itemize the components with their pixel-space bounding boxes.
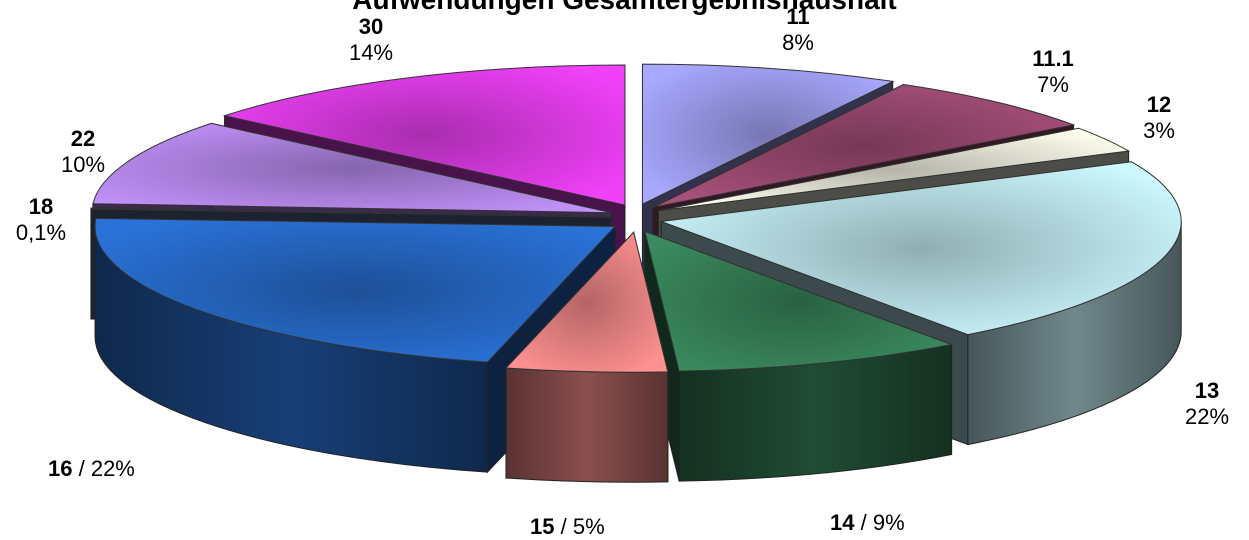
slice-30: [222, 64, 626, 206]
slice-name: 15: [530, 514, 555, 539]
slice-name: 11: [786, 4, 810, 29]
slice-percent: 5%: [572, 514, 605, 539]
slice-16: [94, 217, 617, 363]
slice-18: [90, 207, 611, 218]
slice-label-13: 13 22%: [1172, 378, 1242, 430]
slice-name: 12: [1146, 92, 1172, 117]
slice-label-18: 18 0,1%: [6, 194, 76, 246]
slice-percent: 9%: [872, 510, 905, 535]
slice-percent: 10%: [60, 152, 106, 177]
slice-percent: 22%: [1184, 404, 1230, 429]
slice-percent: 14%: [348, 40, 394, 65]
slice-percent: 3%: [1143, 118, 1175, 143]
pie-tops: [90, 63, 1182, 373]
slice-name: 18: [28, 194, 54, 219]
slice-label-14: 14 / 9%: [830, 510, 905, 535]
slice-name: 16: [48, 456, 73, 481]
slice-percent: 0,1%: [15, 220, 67, 245]
slice-name: 14: [830, 510, 855, 535]
slice-label-12: 12 3%: [1124, 92, 1194, 144]
slice-label-30: 30 14%: [336, 14, 406, 66]
slice-14: [644, 230, 954, 372]
slice-label-16: 16 / 22%: [48, 456, 135, 481]
chart-title: Aufwendungen Gesamtergebnishaushalt: [0, 0, 1249, 17]
slice-label-11-1: 11.1 7%: [1008, 46, 1098, 98]
slice-percent: 22%: [90, 456, 135, 481]
slice-name: 22: [70, 126, 96, 151]
slice-label-22: 22 10%: [48, 126, 118, 178]
slice-percent: 7%: [1037, 72, 1069, 97]
slice-label-15: 15 / 5%: [530, 514, 605, 539]
slice-name: 30: [358, 14, 384, 39]
slice-label-11: 11 8%: [748, 4, 848, 56]
slice-name: 11.1: [1032, 46, 1074, 71]
slice-11: [641, 63, 895, 205]
slice-11.1: [652, 84, 1076, 208]
slice-percent: 8%: [782, 30, 814, 55]
slice-13: [661, 161, 1182, 336]
slice-15: [504, 231, 669, 373]
slice-12: [658, 127, 1131, 212]
slice-22: [92, 122, 612, 214]
slice-name: 13: [1194, 378, 1220, 403]
